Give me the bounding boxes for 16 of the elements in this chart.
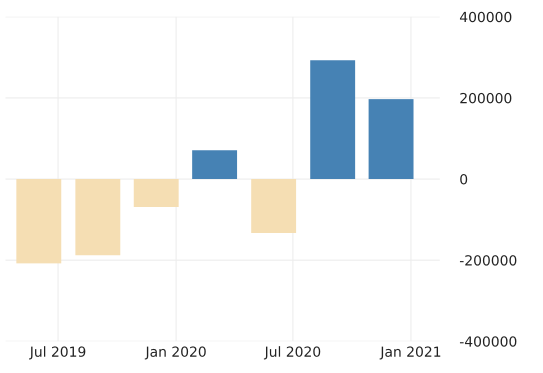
x-tick-label: Jul 2019 [29, 346, 86, 360]
y-tick-label: -400000 [460, 336, 516, 347]
y-tick-label: 0 [460, 174, 468, 185]
bar [310, 60, 356, 180]
bar [192, 150, 238, 180]
y-tick-label: -200000 [460, 255, 516, 266]
x-tick-label: Jul 2020 [264, 346, 320, 360]
bar [368, 99, 414, 180]
bar [75, 179, 120, 256]
bar [134, 179, 179, 208]
bar [251, 179, 296, 233]
y-tick-label: 400000 [460, 12, 512, 22]
bar [16, 179, 62, 264]
x-tick-label: Jan 2021 [380, 346, 440, 360]
y-tick-label: 200000 [460, 92, 512, 104]
x-tick-label: Jan 2020 [144, 346, 206, 360]
